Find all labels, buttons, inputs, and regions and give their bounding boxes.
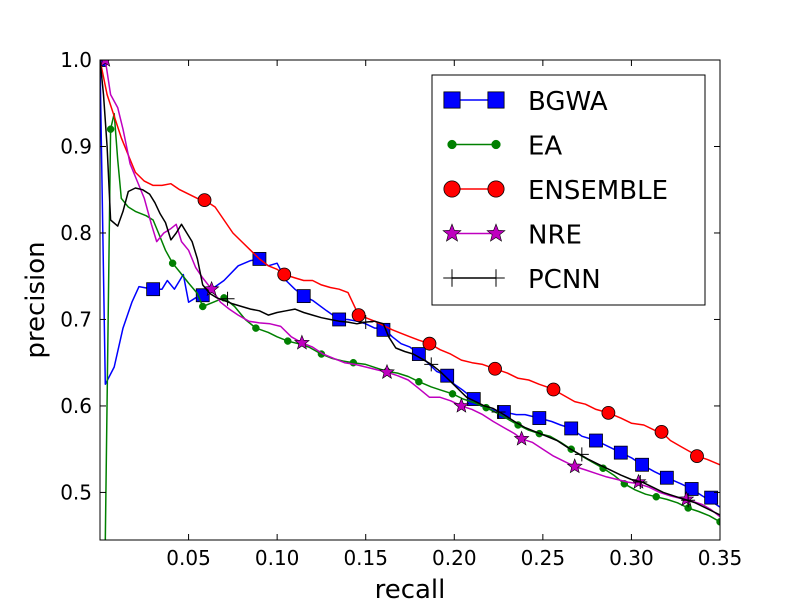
- marker-ea: [415, 377, 423, 386]
- marker-bgwa: [589, 433, 603, 448]
- marker-bgwa: [613, 445, 628, 460]
- legend-marker-pcnn: [443, 269, 461, 287]
- marker-bgwa: [332, 312, 347, 327]
- x-tick-label: 0.35: [698, 546, 743, 570]
- legend-marker-pcnn: [487, 269, 505, 287]
- legend-entry-pcnn: PCNN: [443, 265, 601, 295]
- marker-nre: [513, 430, 530, 446]
- marker-ea: [198, 302, 207, 311]
- marker-ensemble: [277, 267, 292, 282]
- legend-marker-bgwa: [487, 91, 505, 109]
- marker-pcnn: [424, 357, 439, 372]
- marker-pcnn: [633, 475, 648, 490]
- marker-nre: [203, 280, 220, 296]
- y-tick-label: 0.5: [60, 480, 92, 504]
- marker-ensemble: [488, 361, 502, 376]
- legend-entry-nre: NRE: [442, 221, 582, 251]
- marker-pcnn: [358, 315, 373, 330]
- marker-pcnn: [220, 291, 235, 306]
- marker-ea: [448, 390, 457, 398]
- marker-nre: [100, 60, 111, 67]
- x-tick-label: 0.05: [166, 546, 211, 570]
- legend-marker-nre: [486, 223, 506, 242]
- y-tick-label: 0.8: [60, 221, 92, 245]
- marker-ensemble: [351, 308, 366, 323]
- marker-nre: [566, 458, 583, 474]
- y-axis-title: precision: [21, 241, 51, 358]
- y-tick-label: 0.6: [60, 394, 92, 418]
- marker-ea: [252, 324, 260, 332]
- marker-ensemble: [546, 382, 561, 397]
- marker-ensemble: [422, 336, 437, 351]
- marker-ensemble: [197, 193, 212, 208]
- legend-marker-ea: [491, 139, 501, 150]
- x-tick-label: 0.30: [609, 546, 654, 570]
- legend-label-nre: NRE: [528, 221, 582, 251]
- marker-bgwa: [296, 289, 311, 304]
- marker-bgwa: [532, 411, 547, 425]
- series-pcnn: [100, 60, 720, 516]
- marker-bgwa: [564, 421, 579, 436]
- y-tick-label: 1.0: [60, 48, 92, 72]
- legend-label-ensemble: ENSEMBLE: [528, 176, 668, 206]
- marker-bgwa: [684, 482, 699, 496]
- marker-bgwa: [635, 457, 649, 472]
- marker-bgwa: [440, 368, 455, 383]
- series-ensemble: [100, 60, 720, 466]
- marker-ensemble: [654, 424, 669, 439]
- legend-marker-ensemble: [443, 180, 461, 198]
- marker-nre: [379, 363, 395, 379]
- legend-entry-bgwa: BGWA: [443, 87, 608, 117]
- axes-layer: 0.05 0.10 0.15 0.20 0.25 0.30 0.35 0.5 0.6 0.7 0.8…: [60, 48, 742, 570]
- marker-ea: [106, 125, 115, 133]
- y-tick-label: 0.7: [60, 307, 92, 331]
- marker-nre: [453, 397, 470, 413]
- x-tick-label: 0.10: [255, 546, 300, 570]
- marker-pcnn: [491, 405, 506, 419]
- marker-pcnn: [574, 447, 589, 462]
- y-tick-label: 0.9: [60, 134, 92, 158]
- marker-bgwa: [659, 470, 674, 485]
- marker-bgwa: [146, 282, 161, 297]
- legend-entry-ensemble: ENSEMBLE: [443, 176, 668, 206]
- marker-ea: [652, 493, 660, 501]
- marker-nre: [678, 491, 695, 507]
- legend-marker-bgwa: [443, 91, 461, 109]
- marker-nre: [294, 334, 310, 350]
- series-bgwa: [100, 60, 720, 508]
- marker-ea: [716, 518, 720, 526]
- marker-bgwa: [704, 490, 719, 505]
- legend-label-ea: EA: [528, 132, 562, 162]
- legend-label-pcnn: PCNN: [528, 265, 601, 295]
- marker-ensemble: [690, 449, 704, 464]
- x-tick-label: 0.20: [432, 546, 477, 570]
- legend-marker-ensemble: [487, 180, 505, 198]
- x-tick-label: 0.25: [521, 546, 566, 570]
- series-layer: [100, 60, 720, 540]
- legend: BGWA EA ENSEMBLE NRE PCNN: [431, 74, 706, 306]
- legend-label-bgwa: BGWA: [528, 87, 608, 117]
- legend-marker-ea: [447, 139, 457, 150]
- marker-ensemble: [601, 405, 616, 420]
- x-tick-label: 0.15: [343, 546, 388, 570]
- legend-frame: [431, 74, 706, 306]
- marker-ea: [284, 337, 292, 345]
- legend-marker-nre: [442, 223, 462, 242]
- series-line-pcnn: [100, 60, 720, 516]
- x-axis-title: recall: [375, 575, 446, 600]
- marker-ea: [168, 259, 177, 267]
- marker-pcnn: [681, 493, 696, 508]
- series-line-nre: [100, 60, 720, 518]
- plot-frame: [99, 59, 721, 541]
- legend-entry-ea: EA: [447, 132, 562, 162]
